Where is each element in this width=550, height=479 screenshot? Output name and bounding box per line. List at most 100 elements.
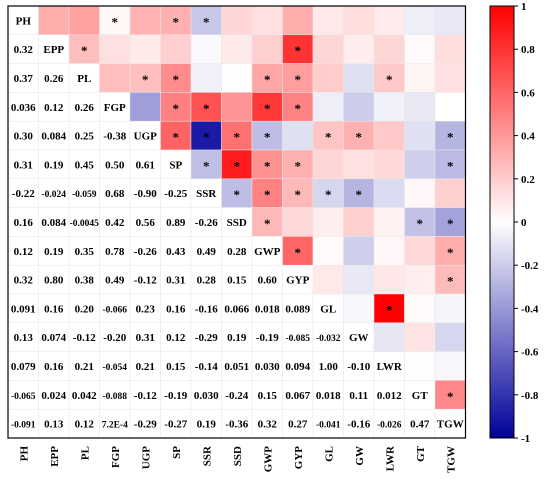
correlation-value: 0.32 bbox=[258, 419, 278, 431]
heatmap-cell-blank bbox=[190, 236, 222, 266]
heatmap-cell-blank bbox=[190, 351, 222, 381]
heatmap-cell-color bbox=[343, 120, 375, 151]
heatmap-cell-blank bbox=[68, 149, 100, 180]
heatmap-cell-blank bbox=[221, 322, 253, 352]
heatmap-cell-blank bbox=[99, 149, 131, 180]
correlation-value: 0.78 bbox=[105, 246, 125, 258]
heatmap-cell-color bbox=[434, 322, 466, 352]
heatmap-cell-color bbox=[160, 120, 192, 151]
heatmap-cell-color bbox=[129, 5, 161, 36]
heatmap-cell-color bbox=[282, 120, 314, 151]
heatmap-cell-blank bbox=[190, 264, 222, 295]
heatmap-cell-color bbox=[434, 178, 466, 208]
heatmap-cell-color bbox=[404, 34, 436, 64]
heatmap-cell-blank bbox=[373, 380, 405, 410]
heatmap-cell-color bbox=[312, 236, 344, 266]
heatmap-cell-blank bbox=[99, 380, 131, 410]
diagonal-label: PH bbox=[16, 15, 32, 27]
heatmap-cell-blank bbox=[38, 207, 70, 237]
heatmap-cell-blank bbox=[221, 207, 253, 237]
correlation-value: 0.16 bbox=[14, 217, 34, 229]
heatmap-cell-color bbox=[434, 5, 466, 36]
heatmap-cell-blank bbox=[7, 322, 39, 352]
heatmap-cell-blank bbox=[160, 149, 192, 180]
heatmap-cell-blank bbox=[282, 264, 314, 295]
heatmap-cell-color bbox=[312, 207, 344, 237]
significance-marker: * bbox=[295, 101, 302, 116]
correlation-value: -0.38 bbox=[103, 131, 126, 143]
heatmap-cell-blank bbox=[129, 207, 161, 237]
correlation-value: 0.49 bbox=[105, 275, 125, 287]
significance-marker: * bbox=[173, 14, 180, 29]
heatmap-cell-color bbox=[251, 92, 283, 122]
heatmap-cell-blank bbox=[312, 293, 344, 324]
x-axis-label: EPP bbox=[49, 446, 61, 467]
heatmap-cell-blank bbox=[38, 408, 70, 439]
correlation-value: 0.26 bbox=[75, 102, 95, 114]
heatmap-cell-color bbox=[373, 293, 405, 324]
correlation-value: -0.22 bbox=[12, 188, 35, 200]
heatmap-cell-color bbox=[373, 149, 405, 180]
heatmap-cell-blank bbox=[190, 380, 222, 410]
significance-marker: * bbox=[203, 130, 210, 145]
heatmap-cell-color bbox=[129, 92, 161, 122]
heatmap-cell-color bbox=[434, 351, 466, 381]
heatmap-cell-blank bbox=[221, 236, 253, 266]
heatmap-cell-blank bbox=[99, 178, 131, 208]
correlation-value: -0.12 bbox=[134, 390, 157, 402]
correlation-value: 0.036 bbox=[11, 102, 36, 114]
correlation-value: -0.12 bbox=[73, 332, 96, 344]
heatmap-cell-blank bbox=[160, 293, 192, 324]
heatmap-cell-blank bbox=[343, 380, 375, 410]
x-axis-label: PH bbox=[18, 446, 30, 462]
heatmap-cell-blank bbox=[160, 408, 192, 439]
correlation-value: 0.024 bbox=[41, 390, 66, 402]
diagonal-label: GL bbox=[320, 303, 336, 315]
heatmap-cell-color bbox=[404, 63, 436, 93]
heatmap-cell-blank bbox=[312, 322, 344, 352]
correlation-value: 0.56 bbox=[136, 217, 156, 229]
colorbar-tick-label: -0.2 bbox=[521, 260, 539, 272]
significance-marker: * bbox=[295, 158, 302, 173]
heatmap-cell-blank bbox=[190, 408, 222, 439]
correlation-value: 0.12 bbox=[166, 332, 186, 344]
heatmap-cell-blank bbox=[251, 380, 283, 410]
heatmap-cell-color bbox=[312, 92, 344, 122]
heatmap-cell-color bbox=[68, 34, 100, 64]
heatmap-cell-color bbox=[373, 34, 405, 64]
correlation-value: -0.36 bbox=[225, 419, 248, 431]
significance-marker: * bbox=[264, 158, 271, 173]
heatmap-cell-blank bbox=[373, 351, 405, 381]
heatmap-cell-color bbox=[221, 178, 253, 208]
heatmap-cell-blank bbox=[221, 351, 253, 381]
x-axis-label: SP bbox=[171, 446, 183, 459]
significance-marker: * bbox=[447, 274, 454, 289]
heatmap-cell-color bbox=[99, 34, 131, 64]
correlation-value: 0.12 bbox=[44, 102, 64, 114]
correlation-value: 0.042 bbox=[72, 390, 97, 402]
heatmap-cell-color bbox=[251, 149, 283, 180]
heatmap-cell-blank bbox=[7, 236, 39, 266]
significance-marker: * bbox=[81, 43, 88, 58]
correlation-value: 0.12 bbox=[14, 246, 34, 258]
diagonal-label: GWP bbox=[254, 246, 281, 258]
correlation-value: 0.074 bbox=[41, 332, 66, 344]
heatmap-cell-blank bbox=[38, 236, 70, 266]
heatmap-cell-blank bbox=[190, 207, 222, 237]
heatmap-cell-blank bbox=[38, 380, 70, 410]
correlation-value: 0.68 bbox=[105, 188, 125, 200]
heatmap-cell-blank bbox=[190, 293, 222, 324]
heatmap-cell-blank bbox=[99, 293, 131, 324]
correlation-value: 0.31 bbox=[166, 275, 185, 287]
correlation-value: -0.24 bbox=[225, 390, 248, 402]
correlation-value: 0.35 bbox=[75, 246, 95, 258]
correlation-value: -0.032 bbox=[316, 334, 341, 344]
heatmap-cell-color bbox=[434, 63, 466, 93]
significance-marker: * bbox=[173, 130, 180, 145]
correlation-value: 0.13 bbox=[14, 332, 34, 344]
heatmap-cell-blank bbox=[68, 92, 100, 122]
x-axis-label: GT bbox=[415, 445, 427, 462]
correlation-value: 0.32 bbox=[14, 275, 34, 287]
correlation-value: 0.19 bbox=[44, 246, 64, 258]
significance-marker: * bbox=[173, 72, 180, 87]
